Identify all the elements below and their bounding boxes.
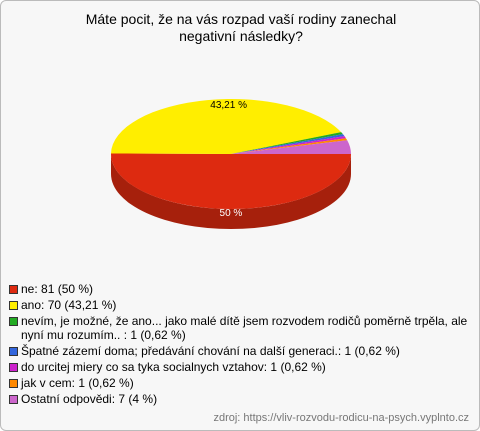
legend-label: ano: 70 (43,21 %) bbox=[21, 298, 117, 312]
slice bbox=[231, 136, 346, 154]
source: zdroj: https://vliv-rozvodu-rodicu-na-ps… bbox=[213, 412, 469, 424]
legend-label: Ostatní odpovědi: 7 (4 %) bbox=[21, 392, 158, 406]
chart-title: Máte pocit, že na vás rozpad vaší rodiny… bbox=[85, 11, 397, 44]
legend-swatch bbox=[9, 301, 18, 310]
legend-item: ne: 81 (50 %) bbox=[9, 282, 469, 296]
slice bbox=[231, 134, 345, 154]
slice bbox=[111, 153, 351, 209]
legend-label: do urcitej miery co sa tyka socialnych v… bbox=[21, 360, 326, 374]
legend-swatch bbox=[9, 363, 18, 372]
legend-label: Špatné zázemí doma; předávání chování na… bbox=[21, 344, 400, 358]
legend-label: nevím, je možné, že ano... jako malé dít… bbox=[21, 314, 468, 342]
legend-item: nevím, je možné, že ano... jako malé dít… bbox=[9, 314, 469, 342]
slice-side bbox=[111, 154, 351, 229]
legend-swatch bbox=[9, 317, 18, 326]
legend-swatch bbox=[9, 395, 18, 404]
legend-label: jak v cem: 1 (0,62 %) bbox=[21, 376, 134, 390]
data-label: 43,21 % bbox=[210, 100, 247, 111]
legend-swatch bbox=[9, 379, 18, 388]
legend-item: jak v cem: 1 (0,62 %) bbox=[9, 376, 469, 390]
pie-area: 50 % 43,21 % bbox=[111, 99, 351, 229]
legend-swatch bbox=[9, 347, 18, 356]
legend: ne: 81 (50 %) ano: 70 (43,21 %) nevím, je … bbox=[9, 282, 469, 408]
slice bbox=[231, 140, 351, 154]
slice bbox=[111, 99, 342, 154]
legend-label: ne: 81 (50 %) bbox=[21, 282, 94, 296]
data-label: 50 % bbox=[220, 208, 243, 219]
legend-item: do urcitej miery co sa tyka socialnych v… bbox=[9, 360, 469, 374]
legend-item: ano: 70 (43,21 %) bbox=[9, 298, 469, 312]
slice bbox=[231, 138, 348, 154]
legend-item: Špatné zázemí doma; předávání chování na… bbox=[9, 344, 469, 358]
slice bbox=[231, 132, 343, 154]
legend-item: Ostatní odpovědi: 7 (4 %) bbox=[9, 392, 469, 406]
legend-swatch bbox=[9, 285, 18, 294]
